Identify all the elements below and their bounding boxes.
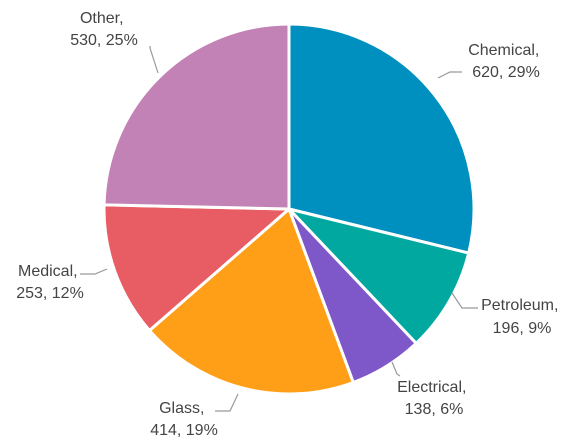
leader-line-chemical	[437, 71, 462, 79]
slice-label-other-line2: 530, 25%	[70, 32, 138, 49]
slice-label-petroleum: Petroleum, 196, 9%	[481, 297, 563, 337]
slice-label-glass-line1: Glass,	[159, 400, 204, 417]
slice-label-electrical-line2: 138, 6%	[405, 401, 464, 418]
pie-slice-other[interactable]	[102, 22, 291, 211]
leader-line-glass	[215, 393, 239, 412]
slice-label-chemical-line1: Chemical,	[468, 42, 539, 59]
pie-slices	[102, 22, 476, 396]
leader-line-petroleum	[451, 292, 478, 309]
slice-label-chemical: Chemical, 620, 29%	[468, 42, 544, 81]
leader-line-medical	[80, 268, 108, 275]
slice-label-medical-line2: 253, 12%	[16, 285, 84, 302]
leader-line-electrical	[391, 361, 401, 377]
slice-label-other: Other, 530, 25%	[70, 10, 138, 49]
slice-labels: Chemical, 620, 29% Petroleum, 196, 9% El…	[16, 10, 563, 439]
slice-label-electrical: Electrical, 138, 6%	[397, 379, 471, 418]
pie-slice-petroleum[interactable]	[287, 207, 471, 345]
leader-lines	[80, 46, 478, 412]
slice-label-medical-line1: Medical,	[18, 263, 78, 280]
slice-label-other-line1: Other,	[80, 10, 124, 27]
slice-label-chemical-line2: 620, 29%	[472, 64, 540, 81]
slice-label-electrical-line1: Electrical,	[397, 379, 466, 396]
leader-line-other	[149, 46, 159, 74]
slice-label-glass: Glass, 414, 19%	[150, 400, 218, 439]
slice-label-petroleum-line1: Petroleum,	[481, 297, 558, 314]
slice-label-glass-line2: 414, 19%	[150, 422, 218, 439]
pie-slice-chemical[interactable]	[287, 22, 476, 255]
slice-label-medical: Medical, 253, 12%	[16, 263, 84, 302]
pie-slice-medical[interactable]	[102, 203, 291, 332]
pie-slice-glass[interactable]	[147, 207, 355, 396]
slice-label-petroleum-line2: 196, 9%	[493, 320, 552, 337]
